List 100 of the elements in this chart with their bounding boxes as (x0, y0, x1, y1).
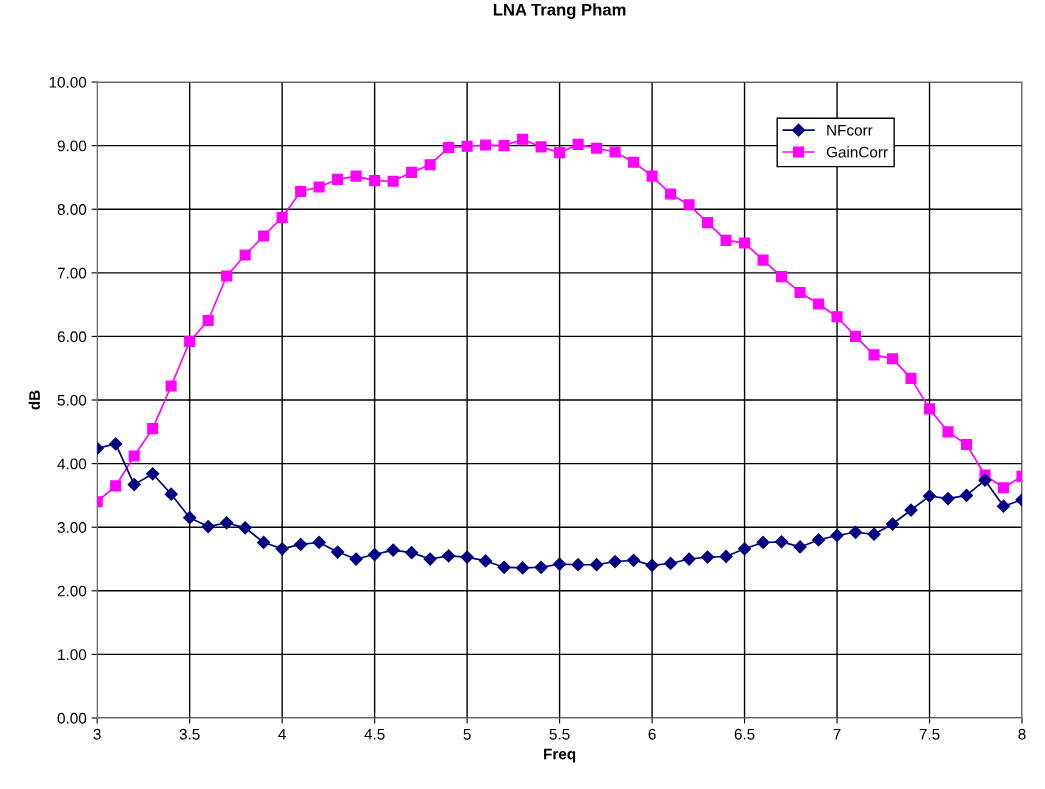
point (221, 270, 233, 282)
point (663, 556, 678, 571)
point (830, 528, 844, 543)
point (127, 478, 141, 492)
point (480, 139, 492, 151)
point (645, 558, 659, 572)
point (942, 426, 954, 438)
point (757, 254, 769, 266)
point (719, 549, 733, 564)
point (683, 199, 695, 211)
point (313, 181, 325, 193)
y-tick-label: 7.00 (57, 267, 87, 279)
x-tick-label: 7 (833, 728, 841, 740)
point (702, 217, 714, 229)
point (608, 554, 622, 569)
point (720, 234, 732, 246)
point (591, 142, 603, 154)
point (349, 552, 363, 566)
point (295, 185, 307, 197)
point (572, 138, 584, 150)
point (258, 230, 270, 242)
point (147, 423, 159, 435)
point (220, 516, 234, 530)
x-tick-label: 3 (93, 728, 101, 740)
point (184, 335, 196, 348)
point (960, 438, 973, 451)
point (756, 535, 770, 550)
point (517, 133, 529, 145)
y-tick-label: 6.00 (57, 331, 87, 343)
point (831, 311, 843, 323)
point (109, 437, 123, 451)
point (405, 546, 419, 560)
y-axis-title: dB (28, 390, 40, 410)
point (904, 503, 918, 517)
point (442, 549, 456, 563)
point (793, 540, 807, 554)
point (276, 211, 288, 224)
point (626, 553, 641, 567)
point (386, 543, 400, 557)
point (886, 353, 899, 365)
x-tick-label: 6.5 (734, 728, 755, 740)
x-tick-label: 8 (1018, 728, 1026, 740)
point (183, 511, 197, 525)
x-tick-label: 7.5 (919, 728, 940, 740)
y-tick-label: 9.00 (57, 140, 87, 152)
point (128, 450, 140, 462)
point (868, 349, 880, 361)
point (646, 170, 658, 182)
point (737, 542, 752, 556)
point (959, 488, 974, 503)
point (257, 535, 271, 550)
point (461, 140, 473, 152)
x-tick-label: 5.5 (549, 728, 570, 740)
point (497, 560, 511, 574)
point (997, 482, 1010, 494)
x-tick-label: 5 (463, 728, 471, 740)
y-tick-label: 2.00 (57, 585, 87, 597)
point (996, 499, 1011, 513)
legend-label: GainCorr (826, 146, 888, 158)
x-tick-label: 4.5 (364, 728, 385, 740)
y-tick-label: 5.00 (57, 394, 87, 406)
x-tick-label: 3.5 (179, 728, 200, 740)
y-tick-label: 8.00 (57, 204, 87, 215)
point (554, 147, 566, 159)
point (534, 560, 548, 574)
point (609, 146, 621, 158)
point (849, 330, 862, 342)
y-tick-label: 0.00 (57, 712, 87, 724)
point (406, 166, 418, 178)
point (202, 314, 214, 327)
point (794, 286, 806, 299)
point (294, 537, 308, 551)
point (700, 550, 715, 564)
point (479, 554, 493, 568)
point (275, 542, 289, 556)
point (553, 557, 567, 571)
point (238, 521, 252, 535)
point (775, 271, 788, 283)
point (424, 159, 436, 171)
point (164, 487, 178, 501)
point (665, 188, 677, 200)
point (331, 545, 345, 559)
point (498, 140, 510, 152)
point (739, 237, 751, 249)
point (387, 175, 399, 187)
point (848, 525, 863, 539)
legend-label: NFcorr (827, 124, 873, 136)
point (628, 156, 640, 168)
point (682, 552, 696, 566)
point (460, 550, 474, 564)
x-axis-title: Freq (544, 748, 576, 763)
point (923, 403, 936, 415)
point (369, 175, 381, 187)
point (110, 480, 122, 492)
point (312, 535, 326, 550)
point (350, 170, 362, 182)
point (941, 492, 955, 506)
x-tick-label: 6 (648, 728, 656, 740)
x-tick-label: 4 (278, 728, 286, 740)
point (535, 141, 547, 153)
